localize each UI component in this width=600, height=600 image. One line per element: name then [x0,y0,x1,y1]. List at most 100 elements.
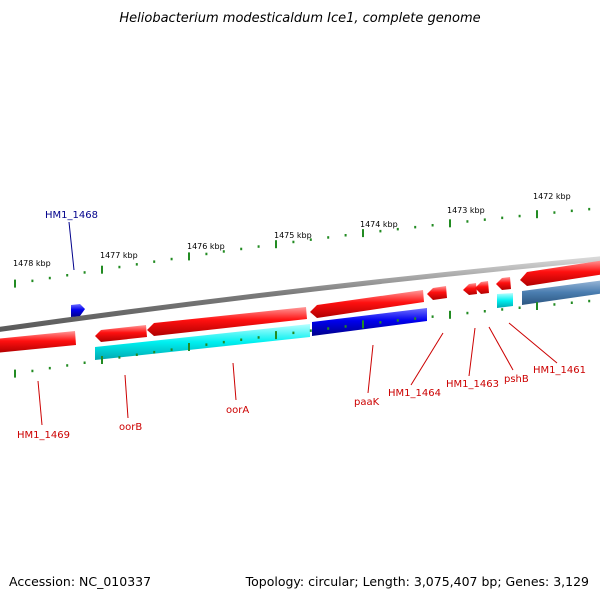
major-tick [362,229,364,238]
map-title: Heliobacterium modesticaldum Ice1, compl… [119,11,480,26]
leader-hm1-1464 [410,332,444,386]
minor-tick [518,306,521,309]
minor-tick [240,338,243,341]
gene-label-hm1-1469[interactable]: HM1_1469 [17,430,70,441]
minor-tick [153,350,156,354]
minor-tick [118,265,121,269]
leader-hm1-1469 [37,380,43,426]
major-tick [536,210,538,219]
minor-tick [309,238,312,241]
minor-tick [48,366,51,370]
leader-paaK [367,344,374,394]
gene-hm1-1463a[interactable] [463,283,477,295]
gene-label-hm1-1468[interactable]: HM1_1468 [45,210,98,221]
gene-label-pshB[interactable]: pshB [504,374,529,385]
genome-backbone [0,256,600,332]
minor-tick [66,364,69,367]
leader-pshB [488,326,514,371]
minor-tick [170,348,173,351]
gene-hm1-1464[interactable] [427,286,447,300]
leader-hm1-1468 [68,221,75,271]
minor-tick [222,340,225,344]
scale-ticks-upper [14,207,591,288]
gene-label-oorA[interactable]: oorA [226,405,249,416]
leader-hm1-1461 [508,322,558,364]
tick-label-1474: 1474 kbp [360,220,398,229]
gene-hm1-1461[interactable] [520,260,600,286]
gene-label-hm1-1464[interactable]: HM1_1464 [388,388,441,399]
major-tick [188,252,190,261]
major-tick [449,219,451,228]
scale-ticks-lower [14,299,591,378]
accession-text: Accession: NC_010337 [9,574,151,589]
tick-label-1472: 1472 kbp [533,192,571,201]
minor-tick [31,279,34,283]
minor-tick [466,311,469,315]
feature-oorB-oorA[interactable] [95,324,310,360]
minor-tick [118,356,121,359]
tick-label-1475: 1475 kbp [274,231,312,240]
minor-tick [588,299,591,303]
minor-tick [135,263,138,266]
gene-label-hm1-1461[interactable]: HM1_1461 [533,365,586,376]
minor-tick [483,310,486,313]
minor-tick [466,220,469,223]
genome-summary-text: Topology: circular; Length: 3,075,407 bp… [245,574,589,589]
minor-tick [501,216,504,220]
gene-paaK[interactable] [310,290,424,318]
minor-tick [292,331,295,335]
major-tick [275,240,277,249]
minor-tick [431,315,434,318]
minor-tick [431,224,434,227]
minor-tick [570,209,573,213]
tick-label-1473: 1473 kbp [447,206,485,215]
minor-tick [518,214,521,218]
gene-oorB[interactable] [95,325,147,342]
major-tick [14,279,16,288]
minor-tick [588,207,591,211]
major-tick [101,265,103,274]
minor-tick [205,343,208,346]
minor-tick [309,329,312,332]
major-tick [362,320,364,329]
minor-tick [396,319,399,322]
minor-tick [240,247,243,251]
minor-tick [205,252,208,256]
gene-pshB[interactable] [496,277,511,290]
minor-tick [222,250,225,253]
major-tick [449,310,451,319]
minor-tick [379,321,382,324]
gene-label-hm1-1463[interactable]: HM1_1463 [446,379,499,390]
minor-tick [153,260,156,263]
tick-label-1477: 1477 kbp [100,251,138,260]
minor-tick [344,234,347,237]
minor-tick [327,236,330,239]
minor-tick [257,245,260,248]
gene-oorA[interactable] [147,307,307,336]
feature-hm1-1461[interactable] [522,280,600,305]
minor-tick [48,276,51,280]
major-tick [188,343,190,351]
minor-tick [83,271,86,274]
gene-label-paaK[interactable]: paaK [354,397,380,408]
minor-tick [66,274,69,277]
minor-tick [83,361,86,364]
leader-hm1-1463 [468,327,476,377]
feature-pshB[interactable] [497,293,513,308]
gene-label-oorB[interactable]: oorB [119,422,142,433]
minor-tick [292,240,295,244]
minor-tick [344,325,347,328]
minor-tick [553,303,556,306]
minor-tick [570,301,573,304]
major-tick [275,331,277,340]
tick-label-1478: 1478 kbp [13,259,51,268]
minor-tick [414,225,417,229]
leader-oorA [232,362,237,401]
leader-oorB [124,374,129,419]
gene-paaK-reverse[interactable] [312,308,427,336]
gene-hm1-1469[interactable] [0,331,76,353]
gene-hm1-1468[interactable] [71,304,85,317]
minor-tick [379,229,382,233]
minor-tick [414,317,417,320]
gene-hm1-1463b[interactable] [475,281,489,294]
